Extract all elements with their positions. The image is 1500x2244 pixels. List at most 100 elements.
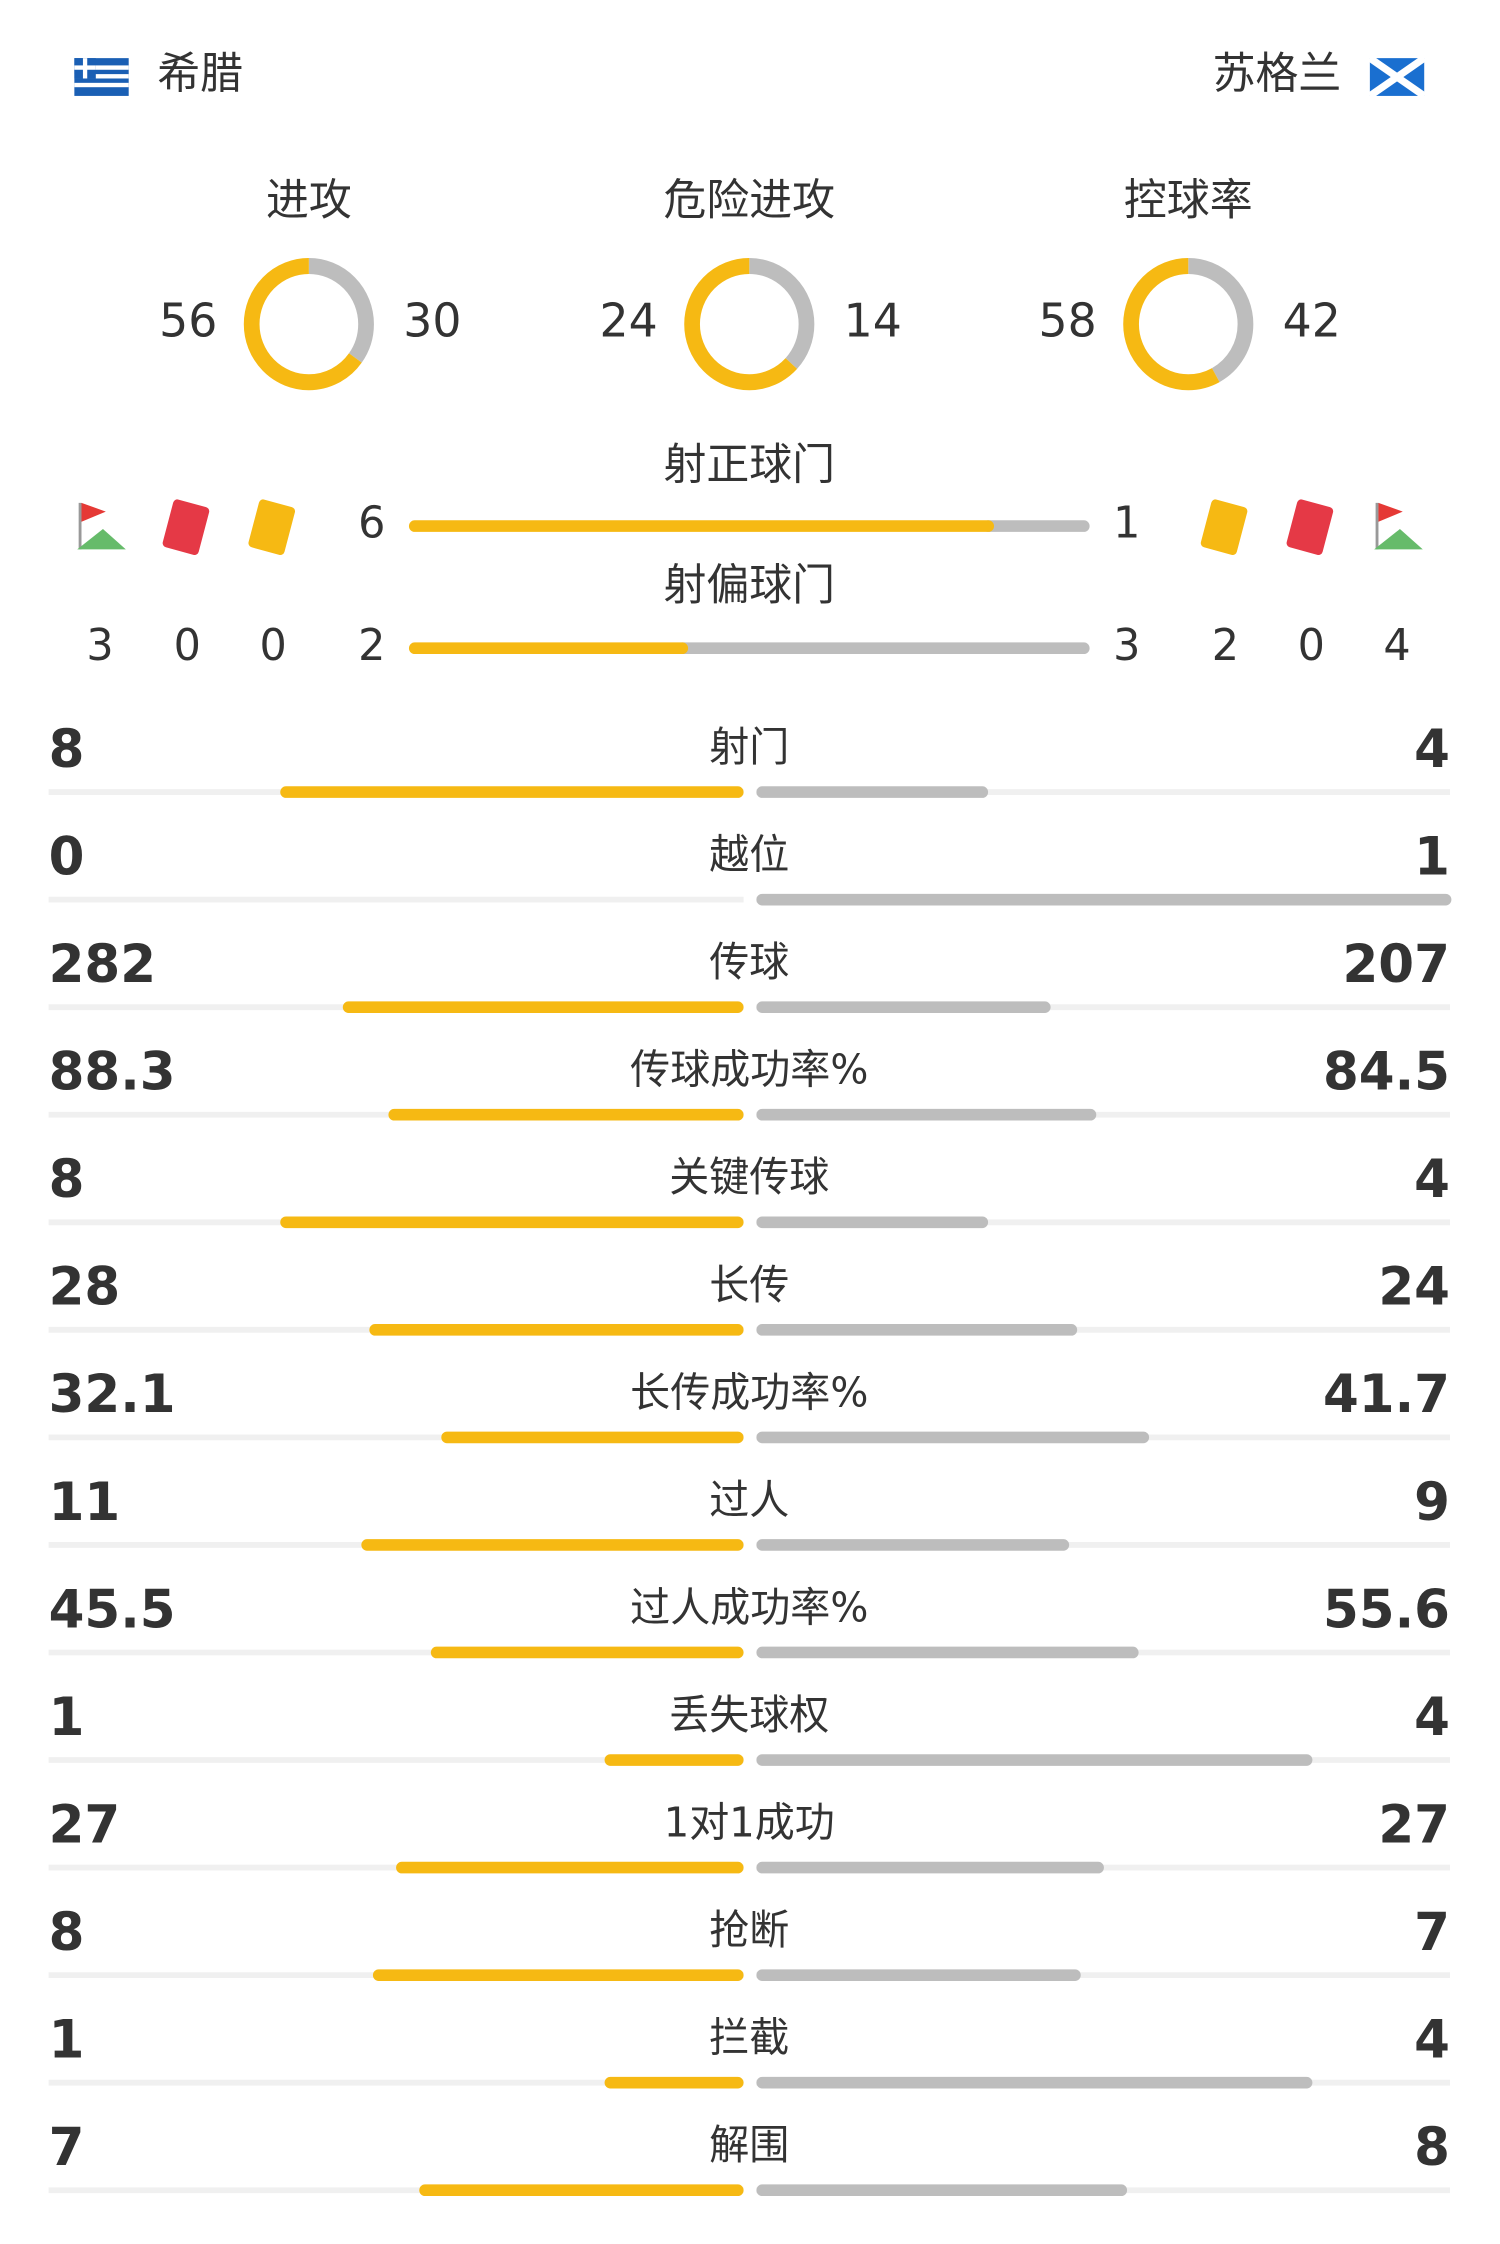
stat-label: 射门: [709, 724, 789, 771]
home-bar: [604, 1754, 744, 1766]
away-bar: [756, 1108, 1097, 1121]
home-value: 58: [1039, 293, 1097, 347]
home-value: 56: [159, 293, 217, 347]
home-bar: [419, 2184, 744, 2197]
home-bar: [430, 1646, 744, 1659]
stat-label: 过人成功率%: [630, 1584, 868, 1631]
home-bar: [342, 1001, 744, 1013]
away-value: 14: [844, 293, 902, 347]
away-value: 4: [1414, 720, 1450, 780]
stat-label: 越位: [709, 831, 789, 878]
stat-label: 解围: [709, 2122, 789, 2169]
away-value: 24: [1378, 1257, 1450, 1317]
away-bar: [756, 1861, 1104, 1874]
home-bar: [396, 1861, 744, 1874]
away-value: 1: [1113, 498, 1140, 548]
stat-label: 拦截: [709, 2014, 789, 2061]
scotland-flag: [1367, 55, 1427, 99]
away-count: 2: [1212, 620, 1239, 670]
away-bar: [756, 1324, 1078, 1336]
away-value: 30: [403, 293, 461, 347]
away-value: 4: [1414, 2010, 1450, 2070]
stat-label: 长传成功率%: [630, 1369, 868, 1416]
home-value: 0: [49, 827, 85, 887]
away-bar: [756, 1646, 1139, 1659]
away-bar: [756, 893, 1452, 906]
donut-home: [684, 257, 815, 391]
away-count: 0: [1298, 620, 1325, 670]
home-team: 希腊: [157, 49, 243, 99]
home-value: 1: [49, 2010, 85, 2070]
home-value: 45.5: [49, 1580, 176, 1640]
away-value: 1: [1414, 827, 1450, 887]
home-value: 28: [49, 1257, 121, 1317]
home-bar: [441, 1431, 744, 1444]
home-value: 8: [49, 1903, 85, 1963]
stat-label: 抢断: [709, 1907, 789, 1954]
away-value: 207: [1343, 935, 1450, 995]
away-bar: [756, 786, 989, 798]
stat-label: 传球成功率%: [630, 1046, 868, 1093]
greece-flag: [74, 58, 129, 96]
donut-title: 危险进攻: [663, 176, 835, 226]
home-value: 2: [358, 620, 385, 670]
away-value: 41.7: [1323, 1365, 1450, 1425]
away-value: 55.6: [1323, 1580, 1450, 1640]
away-value: 4: [1414, 1150, 1450, 1210]
donut-title: 进攻: [266, 176, 352, 226]
home-value: 11: [49, 1472, 121, 1532]
away-bar: [756, 1216, 989, 1229]
card-icon: [1200, 499, 1248, 555]
home-count: 0: [174, 620, 201, 670]
corner-icon: [1378, 502, 1403, 522]
card-icon: [162, 499, 210, 555]
away-value: 9: [1414, 1472, 1450, 1532]
home-value: 1: [49, 1688, 85, 1748]
home-value: 24: [600, 293, 658, 347]
home-bar: [388, 1108, 744, 1121]
shot-label: 射正球门: [663, 440, 835, 490]
card-icon: [248, 499, 296, 555]
home-value: 32.1: [49, 1365, 176, 1425]
home-bar: [361, 1539, 744, 1551]
corner-icon: [77, 529, 126, 550]
away-value: 84.5: [1323, 1042, 1450, 1102]
home-value: 8: [49, 720, 85, 780]
home-bar: [280, 786, 744, 798]
away-value: 27: [1378, 1795, 1450, 1855]
card-icon: [1286, 499, 1334, 555]
home-value: 282: [49, 935, 156, 995]
home-count: 0: [259, 620, 286, 670]
away-value: 7: [1414, 1903, 1450, 1963]
stat-label: 长传: [709, 1261, 789, 1308]
shot-label: 射偏球门: [663, 561, 835, 611]
corner-icon: [81, 502, 106, 522]
away-bar: [756, 2076, 1313, 2089]
home-value: 6: [358, 498, 385, 548]
corner-icon: [1374, 529, 1423, 550]
away-bar: [756, 1001, 1051, 1013]
stat-label: 关键传球: [669, 1154, 829, 1201]
home-bar: [372, 1969, 744, 1981]
away-bar: [756, 1969, 1081, 1981]
home-bar: [604, 2076, 744, 2089]
away-value: 8: [1414, 2118, 1450, 2178]
stat-label: 过人: [709, 1477, 789, 1524]
stat-label: 1对1成功: [664, 1799, 835, 1846]
stat-label: 传球: [709, 939, 789, 986]
away-team: 苏格兰: [1213, 49, 1342, 99]
home-count: 3: [86, 620, 113, 670]
away-value: 42: [1283, 293, 1341, 347]
stat-label: 丢失球权: [669, 1692, 829, 1739]
away-value: 4: [1414, 1688, 1450, 1748]
donut-home: [1123, 257, 1254, 391]
home-bar: [280, 1216, 744, 1229]
home-bar: [369, 1324, 744, 1336]
home-value: 7: [49, 2118, 85, 2178]
away-bar: [756, 1754, 1313, 1766]
donut-away: [243, 257, 374, 391]
away-value: 3: [1113, 620, 1140, 670]
home-value: 8: [49, 1150, 85, 1210]
away-bar: [756, 2184, 1128, 2197]
